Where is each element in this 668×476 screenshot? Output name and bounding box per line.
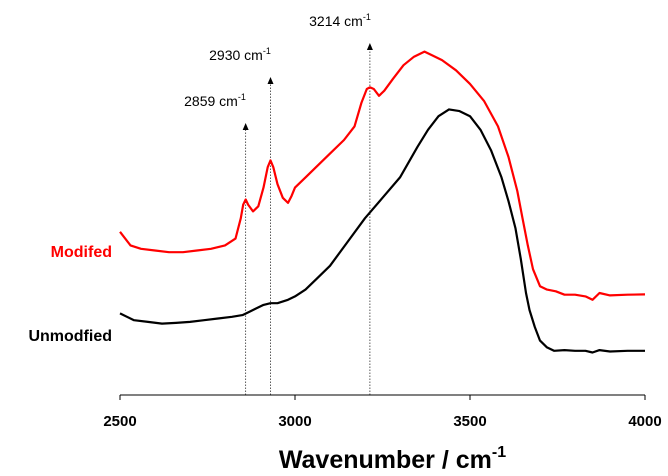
- peak-label-text: 2930 cm: [209, 47, 263, 63]
- series-label-modifed: Modifed: [51, 244, 112, 261]
- x-axis-title: Wavenumber / cm-1: [279, 444, 506, 474]
- x-tick-group: 2500 3000 3500 4000: [103, 395, 662, 430]
- peak-label-text: 2859 cm: [184, 93, 238, 109]
- series-label-group: Modifed Unmodfied: [28, 244, 112, 345]
- peak-arrow-head: [366, 43, 373, 50]
- series-line-unmodfied: [119, 108, 645, 354]
- peak-arrow-head: [242, 123, 249, 130]
- x-axis-title-main: Wavenumber / cm: [279, 446, 492, 474]
- series-line-modifed: [119, 50, 646, 301]
- x-tick-label: 3000: [278, 413, 311, 430]
- peak-label-superscript: -1: [238, 92, 246, 102]
- peak-label-superscript: -1: [263, 46, 271, 56]
- x-tick-label: 2500: [103, 413, 136, 430]
- peak-arrow-head: [267, 77, 274, 84]
- peak-label: 3214 cm-1: [309, 12, 371, 29]
- x-tick-label: 3500: [453, 413, 486, 430]
- x-tick-label: 4000: [628, 413, 661, 430]
- peak-label: 2859 cm-1: [184, 92, 246, 109]
- x-axis-title-superscript: -1: [492, 444, 506, 461]
- series-line-group: [119, 50, 646, 354]
- peak-label-text: 3214 cm: [309, 13, 363, 29]
- peak-label-superscript: -1: [363, 12, 371, 22]
- series-label-unmodfied: Unmodfied: [28, 328, 112, 345]
- peak-label: 2930 cm-1: [209, 46, 271, 63]
